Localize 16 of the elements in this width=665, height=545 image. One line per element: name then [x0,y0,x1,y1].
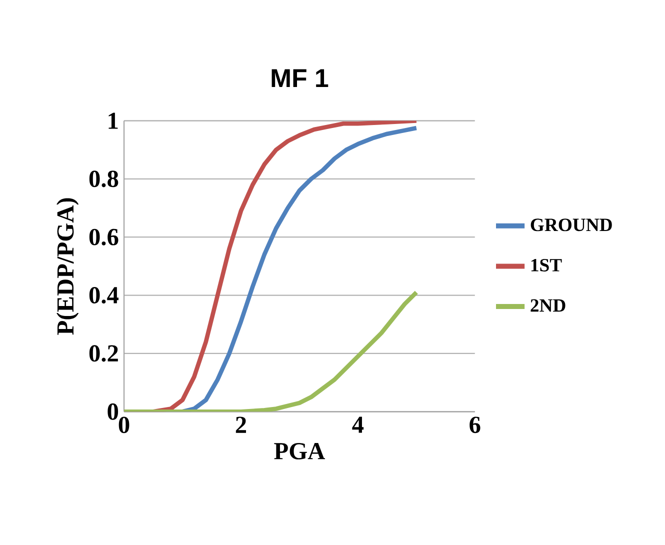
y-tick-label: 0.6 [89,228,118,246]
y-tick-label: 0.2 [89,344,118,362]
legend-label: 2ND [530,299,566,312]
y-axis-title: P(EDP/PGA) [56,198,79,335]
chart-title: MF 1 [272,69,328,87]
x-tick-label: 4 [352,416,364,433]
y-tick-label: 1 [108,112,118,129]
x-tick-label: 2 [236,416,246,433]
x-tick-label: 6 [470,416,480,433]
y-tick-label: 0.8 [89,170,118,187]
y-tick-label: 0.4 [89,286,119,304]
legend-label: GROUND [530,218,612,231]
x-tick-label: 0 [118,416,130,433]
y-tick-label: 0 [108,403,118,420]
x-axis-title: PGA [274,442,326,460]
legend-label: 1ST [531,258,562,272]
